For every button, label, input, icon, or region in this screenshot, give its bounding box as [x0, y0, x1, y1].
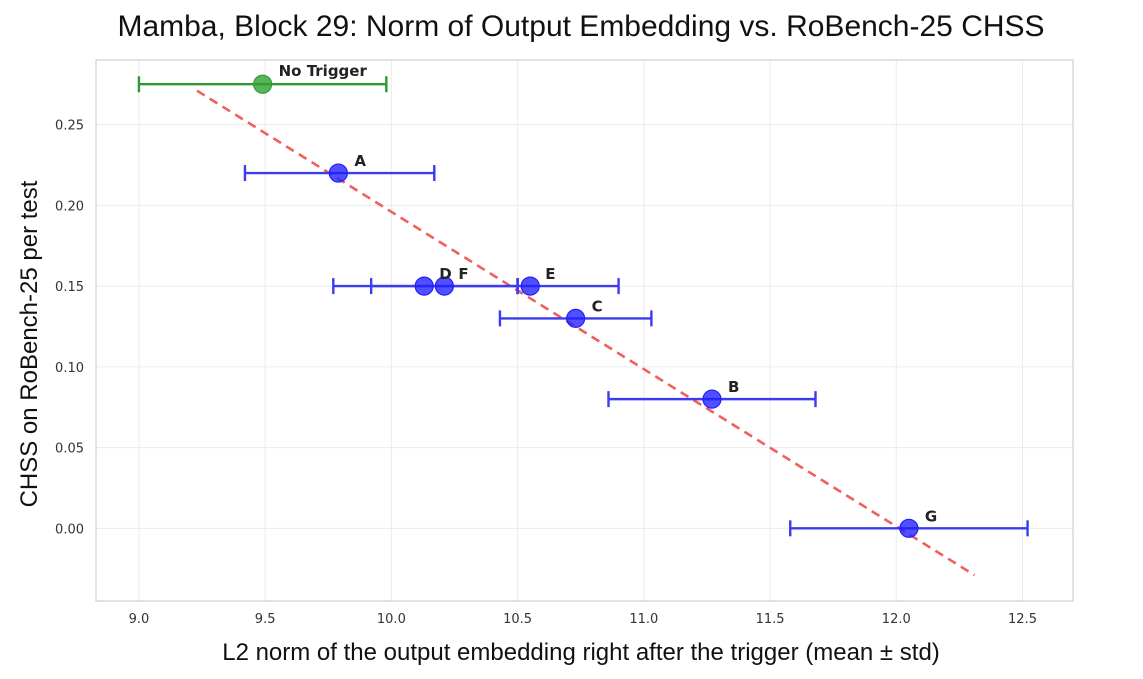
point-label: F	[458, 265, 468, 283]
data-point	[253, 74, 273, 94]
point-labels: No Trigger A D F E C B G	[279, 62, 938, 525]
point-label: No Trigger	[279, 62, 368, 80]
point-label: E	[545, 265, 555, 283]
point-label: A	[354, 152, 366, 170]
y-ticks: 0.00 0.05 0.10 0.15 0.20 0.25	[55, 119, 84, 538]
x-tick-label: 10.0	[377, 612, 406, 627]
x-tick-label: 11.5	[756, 612, 785, 627]
data-point	[899, 518, 919, 538]
x-tick-label: 12.0	[882, 612, 911, 627]
x-tick-label: 9.0	[129, 612, 150, 627]
y-tick-label: 0.15	[55, 280, 84, 295]
plot-frame	[95, 59, 1074, 602]
x-tick-label: 10.5	[503, 612, 532, 627]
x-tick-label: 11.0	[629, 612, 658, 627]
data-point	[520, 276, 540, 296]
error-bars	[137, 76, 1029, 537]
data-point	[566, 308, 586, 328]
point-label: C	[592, 297, 603, 315]
chart-title: Mamba, Block 29: Norm of Output Embeddin…	[117, 10, 1044, 43]
data-point	[414, 276, 434, 296]
y-tick-label: 0.05	[55, 442, 84, 457]
point-label: G	[925, 507, 937, 525]
x-tick-label: 12.5	[1008, 612, 1037, 627]
y-axis-label: CHSS on RoBench-25 per test	[16, 180, 43, 507]
data-point	[702, 389, 722, 409]
x-axis-label: L2 norm of the output embedding right af…	[222, 639, 940, 666]
y-tick-label: 0.00	[55, 522, 84, 537]
data-points	[253, 74, 919, 538]
y-tick-label: 0.20	[55, 199, 84, 214]
trend-layer	[196, 89, 976, 577]
y-tick-label: 0.25	[55, 119, 84, 134]
data-point	[434, 276, 454, 296]
x-ticks: 9.0 9.5 10.0 10.5 11.0 11.5 12.0 12.5	[129, 612, 1037, 627]
x-tick-label: 9.5	[255, 612, 276, 627]
trend-line	[196, 89, 976, 577]
point-label: B	[728, 378, 739, 396]
y-tick-label: 0.10	[55, 361, 84, 376]
grid	[96, 60, 1073, 601]
data-point	[328, 163, 348, 183]
point-label: D	[439, 265, 451, 283]
